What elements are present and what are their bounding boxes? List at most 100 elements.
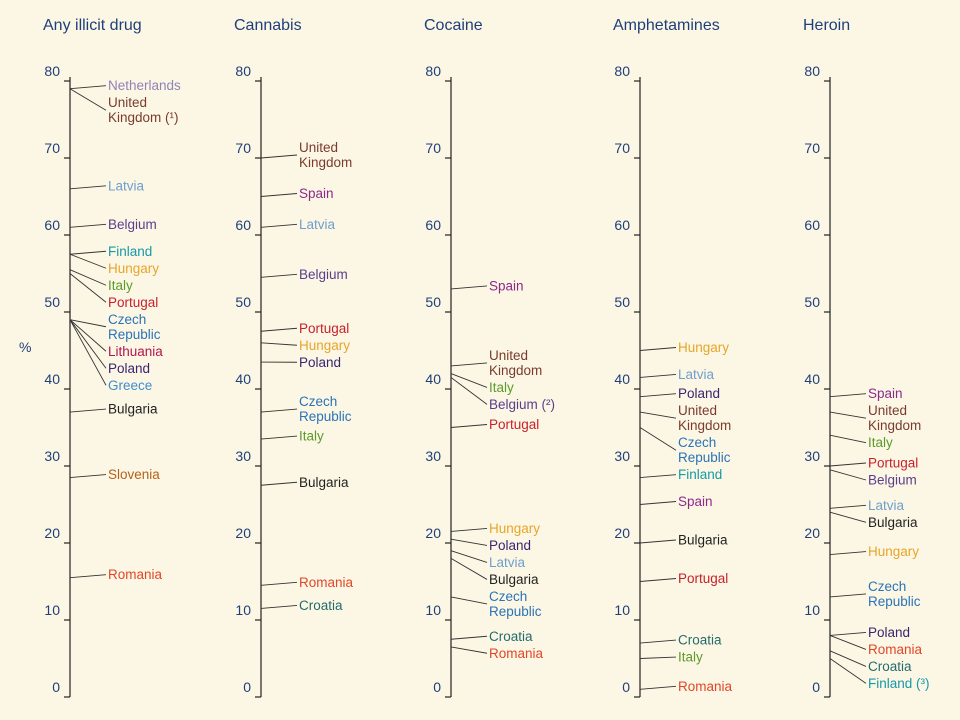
point-label-line: Italy [108,278,133,293]
point-label-line: Romania [868,642,923,657]
y-tick-label: 30 [44,448,60,464]
panel-title: Cannabis [234,17,302,34]
point-label-line: Croatia [678,633,722,648]
point-label-line: Bulgaria [108,402,158,417]
point-label-line: Portugal [678,571,728,586]
point-label-line: Czech [868,579,906,594]
y-tick-label: 40 [804,371,820,387]
leader-line [829,650,867,667]
y-tick-label: 40 [44,371,60,387]
point-label-italy: Italy [868,435,893,450]
point-label-italy: Italy [299,429,324,444]
point-label-romania: Romania [299,575,354,590]
y-tick-label: 0 [433,679,441,695]
point-label-italy: Italy [489,380,514,395]
point-label-czech-republic: Czech Republic [489,589,542,619]
point-label-belgium: Belgium [868,473,917,488]
point-label-line: Italy [299,429,324,444]
point-label-croatia: Croatia [678,633,722,648]
point-label-united-kingdom: United Kingdom (¹) [108,95,179,125]
y-tick-label: 60 [425,217,441,233]
point-label-united-kingdom: United Kingdom [299,140,352,170]
y-tick-label: 20 [804,525,820,541]
point-label-italy: Italy [108,278,133,293]
leader-line [829,411,867,419]
leader-line [829,658,867,684]
y-tick-label: 80 [235,63,251,79]
y-tick-label: 40 [425,371,441,387]
leader-line [450,550,488,563]
point-label-line: Finland (³) [868,676,930,691]
leader-line [829,434,867,444]
y-tick-label: 20 [614,525,630,541]
y-tick-label: 10 [425,602,441,618]
leader-line [829,593,867,598]
point-label-portugal: Portugal [299,321,349,336]
point-label-line: Poland [868,625,910,640]
y-tick-label: 70 [235,140,251,156]
y-tick-label: 70 [44,140,60,156]
y-tick-label: 50 [44,294,60,310]
leader-line [260,435,298,440]
leader-line [639,411,677,419]
leader-line [450,377,488,405]
y-unit-label: % [19,339,31,355]
point-label-spain: Spain [489,278,524,293]
point-label-line: United [678,403,717,418]
panel-heroin: Heroin 0 10 20 30 40 50 60 70 80 Spain United Kingdo… [803,17,930,698]
y-tick-label: 40 [614,371,630,387]
point-label-poland: Poland [868,625,910,640]
point-label-finland: Finland [678,467,722,482]
point-label-line: Romania [678,679,733,694]
point-label-czech-republic: Czech Republic [678,435,731,465]
leader-line [829,462,867,467]
point-label-line: Belgium (²) [489,397,555,412]
point-label-hungary: Hungary [868,544,919,559]
point-label-netherlands: Netherlands [108,78,181,93]
point-label-latvia: Latvia [108,178,145,193]
y-tick-label: 50 [614,294,630,310]
point-label-lithuania: Lithuania [108,344,163,359]
point-label-poland: Poland [299,355,341,370]
y-tick-label: 50 [804,294,820,310]
leader-line [260,273,298,278]
point-label-portugal: Portugal [868,456,918,471]
point-label-line: Republic [489,604,542,619]
leader-line [450,538,488,546]
point-label-romania: Romania [678,679,733,694]
point-label-united-kingdom: United Kingdom [868,403,921,433]
point-label-line: Romania [299,575,354,590]
y-tick-label: 0 [243,679,251,695]
point-label-croatia: Croatia [868,659,912,674]
leader-line [69,223,107,228]
point-label-line: United [108,95,147,110]
y-tick-label: 10 [235,602,251,618]
point-label-line: Kingdom [489,363,542,378]
y-tick-label: 10 [44,602,60,618]
y-tick-label: 0 [52,679,60,695]
point-label-line: Republic [678,450,731,465]
point-label-romania: Romania [489,646,544,661]
point-label-croatia: Croatia [489,629,533,644]
point-label-line: Hungary [108,261,159,276]
point-label-line: Hungary [868,544,919,559]
point-label-line: United [299,140,338,155]
leader-line [639,656,677,659]
y-tick-label: 10 [804,602,820,618]
leader-line [639,539,677,544]
point-label-line: Croatia [299,598,343,613]
point-label-line: United [489,348,528,363]
point-label-line: Latvia [299,217,336,232]
leader-line [69,319,107,328]
y-tick-label: 80 [425,63,441,79]
point-label-latvia: Latvia [299,217,336,232]
point-label-line: Spain [678,494,713,509]
point-label-line: Poland [678,386,720,401]
panel-cocaine: Cocaine 0 10 20 30 40 50 60 70 80 Spain United Kingd… [424,17,555,698]
leader-line [69,88,107,111]
point-label-hungary: Hungary [678,340,729,355]
point-label-line: Hungary [678,340,729,355]
point-label-line: Czech [299,394,337,409]
point-label-croatia: Croatia [299,598,343,613]
